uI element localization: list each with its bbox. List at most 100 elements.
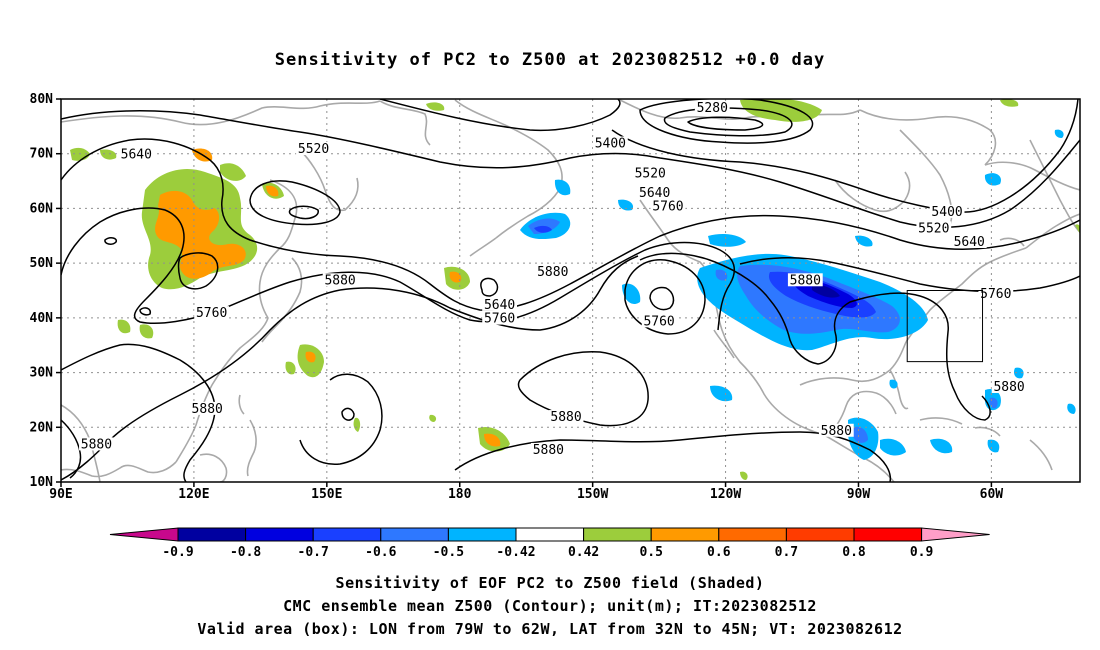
lon-label: 90W xyxy=(847,487,871,502)
contour-label-bg xyxy=(929,204,965,218)
contour-label-bg xyxy=(637,185,673,199)
contour-label: 5640 xyxy=(954,235,985,250)
plot-frame xyxy=(60,98,1081,483)
shading-negative-navy xyxy=(812,284,840,298)
colorbar-label: -0.5 xyxy=(433,545,464,560)
contour-label-bg xyxy=(530,442,566,456)
contour-label: 5880 xyxy=(192,402,223,417)
valid-area-box xyxy=(906,290,984,363)
map-figure: 5280540054005520552055205640564056405640… xyxy=(30,92,1081,560)
caption-contour: CMC ensemble mean Z500 (Contour); unit(m… xyxy=(283,597,817,615)
contour-label: 5520 xyxy=(635,167,666,182)
contour-label: 5760 xyxy=(980,287,1011,302)
colorbar-segment xyxy=(583,527,652,542)
contour-label: 5520 xyxy=(298,142,329,157)
contour-label: 5640 xyxy=(639,186,670,201)
contour-label: 5400 xyxy=(595,137,626,152)
lat-label: 30N xyxy=(30,366,54,381)
colorbar-label: -0.6 xyxy=(365,545,396,560)
colorbar-label: -0.7 xyxy=(298,545,329,560)
colorbar-low-extend xyxy=(109,527,179,542)
caption-valid-area: Valid area (box): LON from 79W to 62W, L… xyxy=(197,620,903,638)
lat-label: 20N xyxy=(30,420,54,435)
colorbar-segment xyxy=(447,527,517,542)
contour-label-bg xyxy=(978,286,1014,300)
colorbar-segment xyxy=(380,527,449,542)
contour-label-bg xyxy=(592,136,628,150)
contour-label-bg xyxy=(296,141,331,155)
contour-label-bg xyxy=(482,311,518,325)
lat-label: 10N xyxy=(30,475,54,490)
contour-labels: 5280540054005520552055205640564056405640… xyxy=(79,100,1027,458)
contour-label: 5880 xyxy=(993,380,1024,395)
lon-label: 90E xyxy=(49,487,72,502)
colorbar-label: 0.9 xyxy=(910,545,933,560)
contour-label: 5880 xyxy=(324,273,355,288)
contour-label-bg xyxy=(194,306,230,320)
contour-label-bg xyxy=(916,221,952,235)
colorbar-segment xyxy=(245,527,314,542)
lon-label: 150W xyxy=(577,487,608,502)
contour-label-bg xyxy=(818,423,854,437)
lon-label: 180 xyxy=(448,487,472,502)
z500-contours xyxy=(61,99,1080,482)
contour-label-bg xyxy=(118,147,154,161)
contour-label: 5400 xyxy=(931,205,962,220)
colorbar-segment xyxy=(853,527,923,542)
contour-label: 5640 xyxy=(121,147,152,162)
contour-label: 5880 xyxy=(550,410,581,425)
contour-label: 5880 xyxy=(537,265,568,280)
caption-shaded: Sensitivity of EOF PC2 to Z500 field (Sh… xyxy=(335,574,765,592)
colorbar-segment xyxy=(650,527,720,542)
contour-label-bg xyxy=(189,401,225,415)
colorbar-label: -0.42 xyxy=(496,545,535,560)
colorbar-label: 0.6 xyxy=(707,545,731,560)
colorbar-segment xyxy=(177,527,247,542)
contour-label: 5640 xyxy=(484,298,515,313)
colorbar-label: 0.5 xyxy=(639,545,662,560)
contour-label-bg xyxy=(322,273,358,287)
colorbar-segment xyxy=(718,527,787,542)
contour-label-bg xyxy=(641,314,677,328)
contour-label: 5520 xyxy=(918,221,949,236)
contour-label: 5280 xyxy=(697,101,728,116)
colorbar-label: 0.8 xyxy=(842,545,866,560)
contour-label: 5880 xyxy=(790,273,821,288)
colorbar-label: 0.42 xyxy=(568,545,599,560)
contour-label-bg xyxy=(632,166,668,180)
contour-label: 5880 xyxy=(81,437,112,452)
contour-label-bg xyxy=(787,273,823,287)
lon-label: 120W xyxy=(710,487,741,502)
contour-label-bg xyxy=(694,100,730,114)
contour-label: 5760 xyxy=(652,199,683,214)
colorbar-label: -0.8 xyxy=(230,545,261,560)
lat-label: 80N xyxy=(30,92,54,107)
shading-positive-orange xyxy=(155,148,501,447)
colorbar-label: -0.9 xyxy=(162,545,193,560)
gridlines xyxy=(61,99,1080,482)
contour-label-bg xyxy=(535,265,571,279)
contour-label-bg xyxy=(951,234,987,248)
figure-title: Sensitivity of PC2 to Z500 at 2023082512… xyxy=(274,50,826,70)
lon-label: 120E xyxy=(178,487,209,502)
colorbar-high-extend xyxy=(921,527,990,542)
contour-label: 5760 xyxy=(484,312,515,327)
contour-label: 5880 xyxy=(533,443,564,458)
contour-label-bg xyxy=(79,437,114,451)
lat-label: 50N xyxy=(30,256,54,271)
lat-label: 60N xyxy=(30,201,54,216)
colorbar-segment xyxy=(312,527,382,542)
colorbar-label: 0.7 xyxy=(775,545,798,560)
lat-label: 70N xyxy=(30,147,54,162)
contour-label-bg xyxy=(650,199,686,213)
contour-label-bg xyxy=(548,410,584,424)
colorbar-segment xyxy=(515,527,585,542)
contour-label: 5760 xyxy=(196,306,227,321)
colorbar-segment xyxy=(785,527,855,542)
lon-label: 60W xyxy=(980,487,1004,502)
lon-label: 150E xyxy=(311,487,342,502)
lat-label: 40N xyxy=(30,311,54,326)
contour-label: 5880 xyxy=(821,424,852,439)
contour-label: 5760 xyxy=(643,314,674,329)
